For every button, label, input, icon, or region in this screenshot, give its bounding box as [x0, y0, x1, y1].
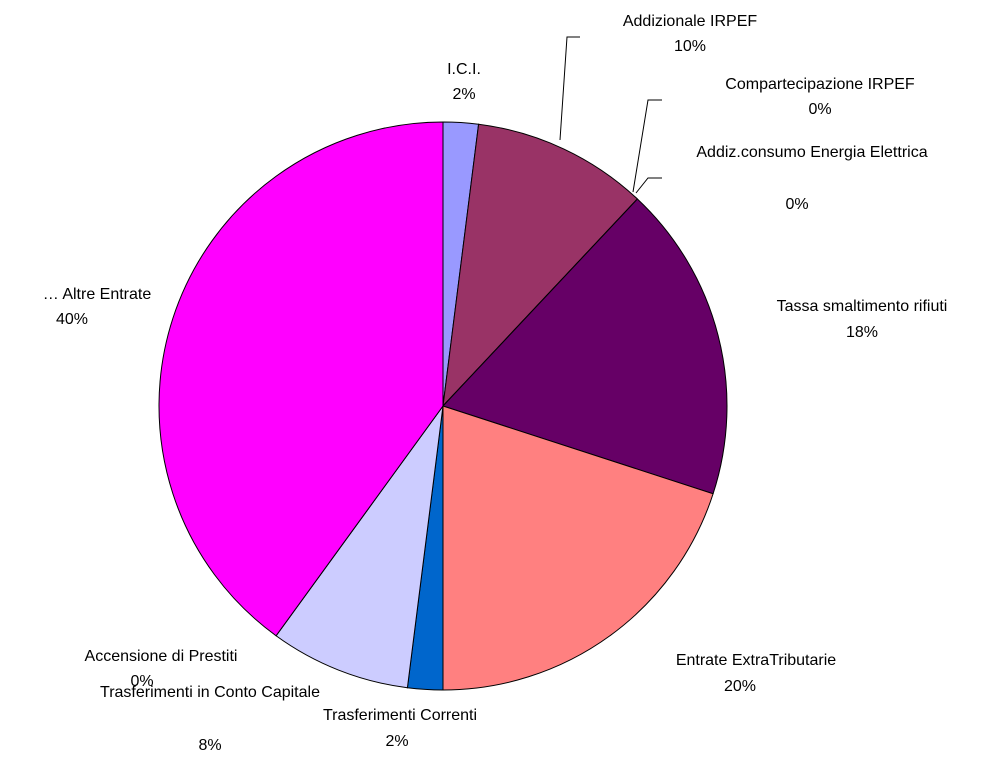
category-label: I.C.I.	[447, 61, 481, 78]
value-label: 0%	[808, 101, 832, 118]
category-label: Entrate ExtraTributarie	[675, 652, 837, 669]
pie-slice	[158, 121, 444, 637]
category-label: Compartecipazione IRPEF	[725, 76, 915, 93]
value-label: 0%	[785, 196, 809, 213]
value-label: 2%	[452, 86, 476, 103]
value-label: 2%	[385, 733, 409, 750]
category-label: Addiz.consumo Energia Elettrica	[696, 144, 928, 161]
value-label: 10%	[673, 38, 707, 55]
value-label: 8%	[198, 737, 222, 754]
category-label: Tassa smaltimento rifiuti	[776, 298, 948, 315]
value-label: 0%	[130, 673, 154, 690]
leader-line	[632, 99, 662, 193]
category-label: Addizionale IRPEF	[622, 13, 758, 30]
leader-line	[635, 177, 662, 194]
category-label: … Altre Entrate	[42, 286, 152, 303]
category-label: Trasferimenti in Conto Capitale	[100, 684, 320, 701]
pie-slice	[442, 198, 728, 495]
value-label: 40%	[55, 311, 89, 328]
category-label: Accensione di Prestiti	[84, 648, 238, 665]
pie-slice	[275, 405, 444, 689]
leader-line	[559, 36, 580, 141]
category-label: Trasferimenti Correnti	[322, 707, 478, 724]
pie-slice	[442, 405, 714, 691]
pie-slice	[442, 123, 639, 408]
value-label: 20%	[723, 678, 757, 695]
leader-lines	[559, 36, 662, 194]
value-label: 18%	[845, 324, 879, 341]
